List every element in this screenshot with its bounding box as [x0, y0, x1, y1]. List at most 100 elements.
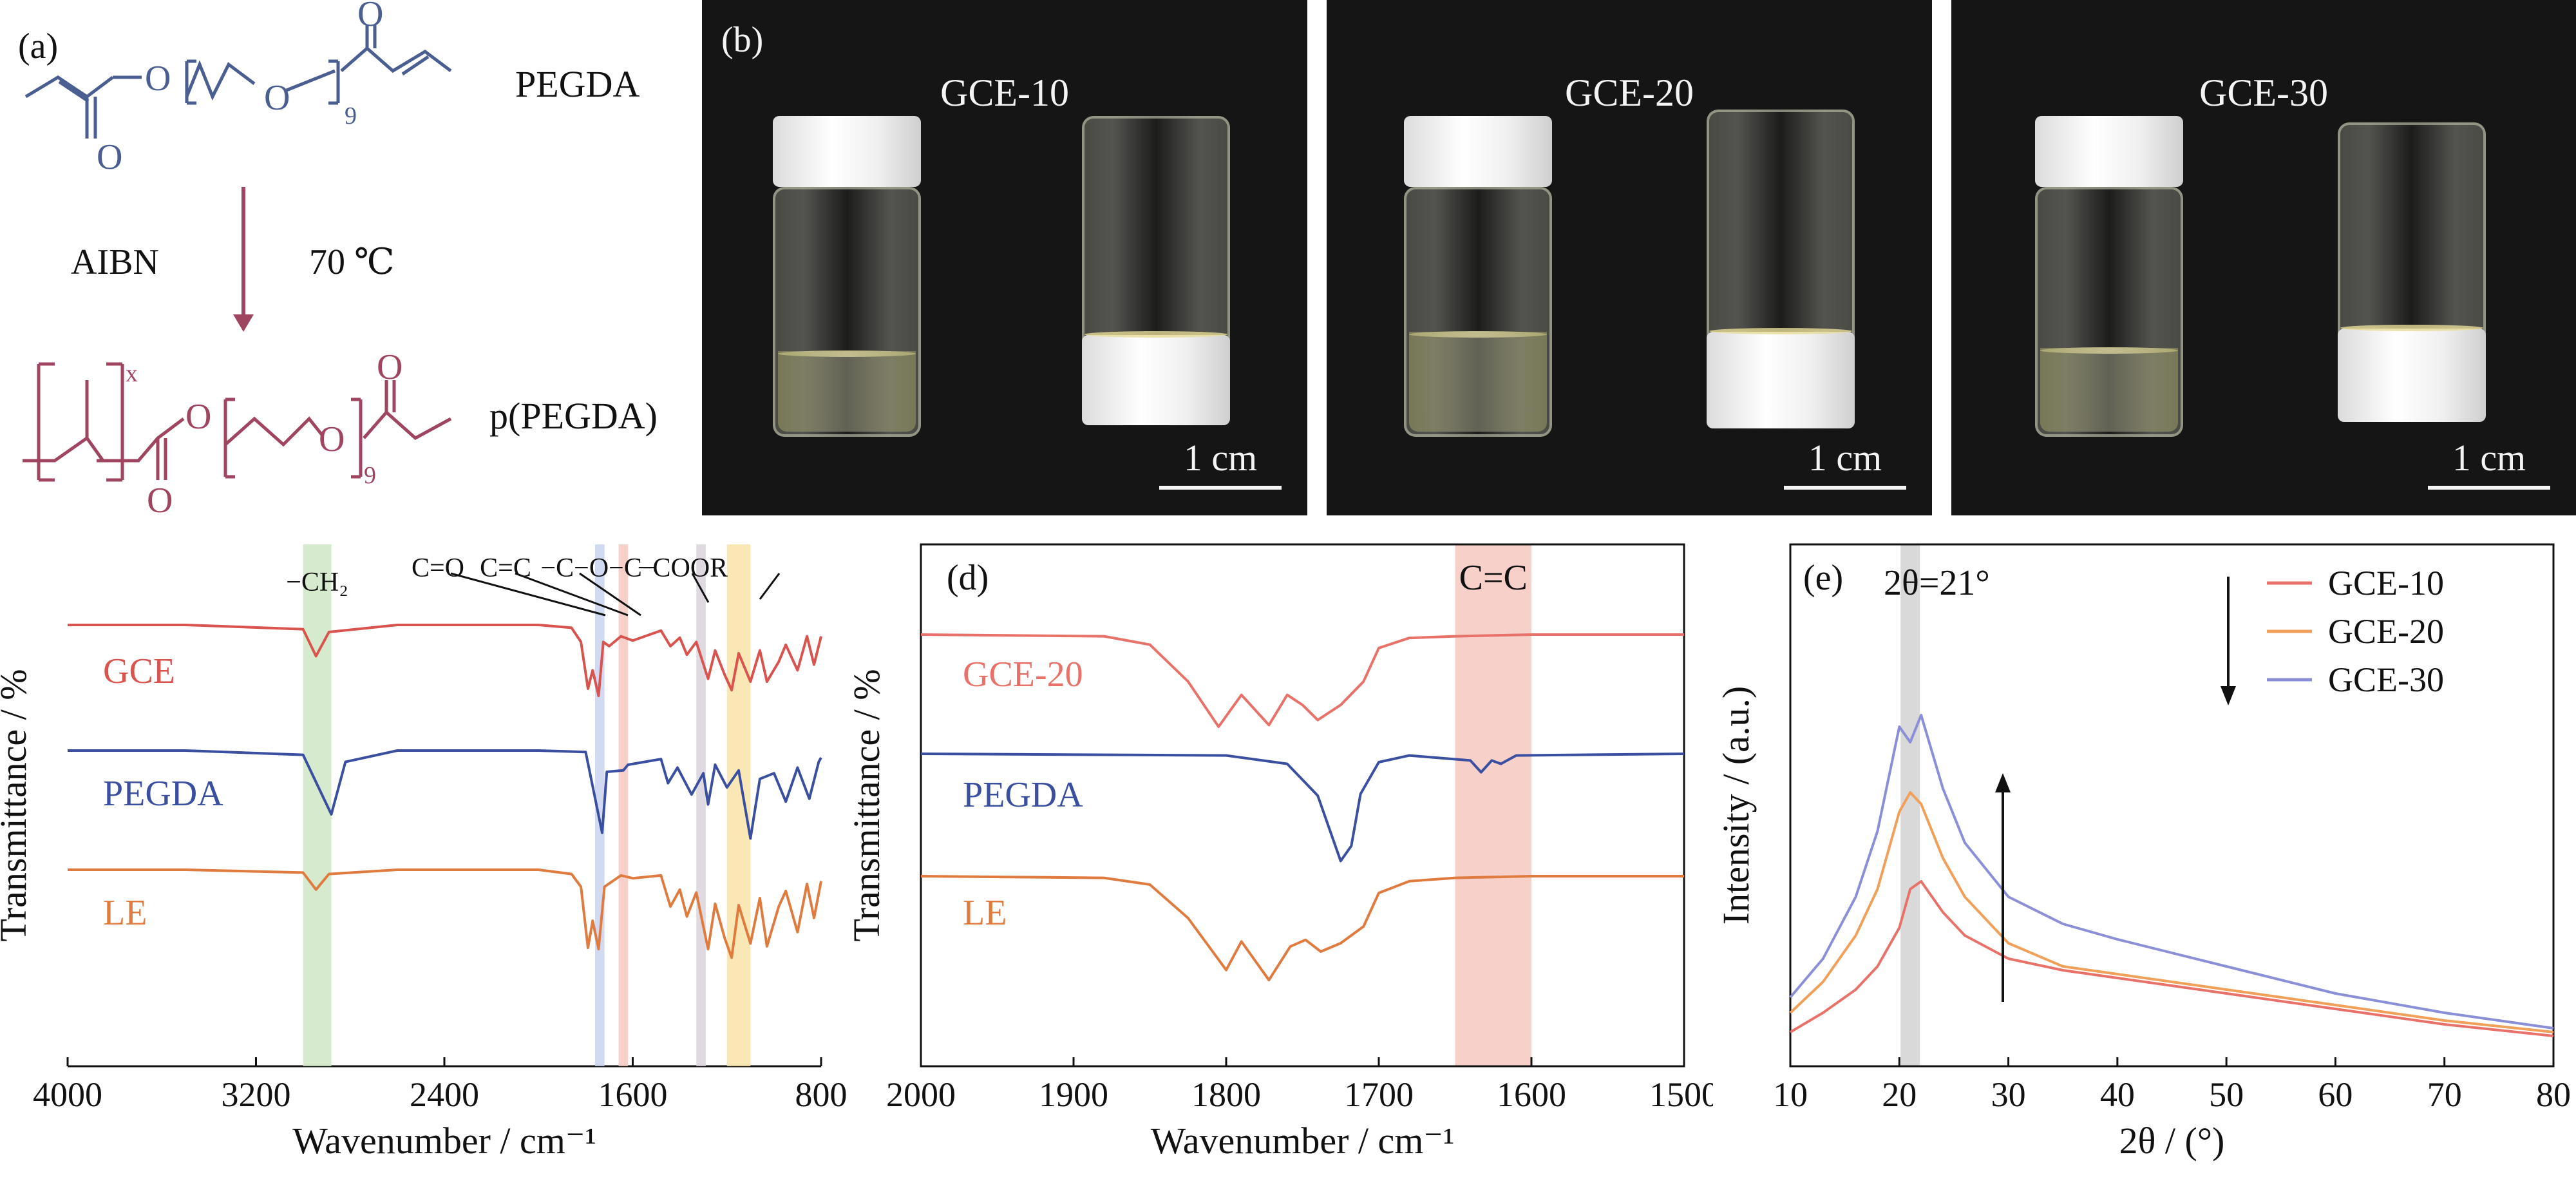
scale-bar: 1 cm: [2428, 436, 2550, 490]
scale-label: 1 cm: [1808, 437, 1882, 479]
band-label: C=O: [412, 553, 464, 583]
y-axis-title: Transmittance / %: [0, 669, 34, 941]
xrd-chart: 10 20 30 40 50 60 70 80 2θ / (°) Intensity / (a.u…: [1715, 543, 2571, 1162]
legend-label: GCE-10: [2328, 564, 2444, 602]
photo-title: GCE-10: [940, 72, 1069, 114]
x-tick-label: 80: [2536, 1075, 2571, 1114]
series-label: GCE: [103, 651, 175, 691]
diffraction-line: [1789, 880, 2554, 1037]
x-axis-title: Wavenumber / cm⁻¹: [1151, 1120, 1455, 1162]
photo-title: GCE-20: [1565, 72, 1694, 114]
plot-frame: [1789, 543, 2555, 1068]
band-label: C=C: [1459, 558, 1528, 598]
peak-annotation: 2θ=21°: [1884, 563, 1990, 603]
diffraction-line: [1789, 714, 2554, 1030]
polymer-carbonyl-oxygen-label-2: O: [377, 347, 402, 387]
polymer-name: p(PEGDA): [489, 395, 658, 437]
polymer-ester-oxygen-label: O: [185, 397, 211, 437]
ester-oxygen-label: O: [145, 59, 171, 99]
repeat-count: 9: [345, 102, 357, 129]
ftir-full-range-chart: 4000 3200 2400 1600 800 Wavenumber / cm⁻¹ Tran…: [0, 544, 848, 1162]
pegda-monomer-labels: O O O O 9: [97, 0, 383, 177]
x-tick-label: 30: [1991, 1075, 2026, 1114]
spectrum-line: [920, 752, 1685, 863]
upright-vial: [2035, 116, 2183, 438]
spectrum-line: [68, 868, 822, 959]
reaction-scheme-drawing: O O O O 9 PEGDA AIBN 70 ℃: [23, 0, 658, 515]
band-label: −CH₂: [286, 568, 348, 597]
x-tick-label: 1700: [1344, 1075, 1414, 1114]
highlight-band: [618, 544, 629, 1066]
trend-arrow-up-head: [1995, 773, 2011, 792]
series-label: PEGDA: [103, 774, 223, 814]
series-label: LE: [963, 893, 1007, 933]
polymer-repeat-x: x: [126, 360, 138, 387]
x-tick-label: 2000: [886, 1075, 956, 1114]
x-tick-label: 1600: [1497, 1075, 1566, 1114]
x-tick-label: 4000: [33, 1075, 102, 1114]
x-axis-title: Wavenumber / cm⁻¹: [292, 1120, 596, 1162]
polymer-carbonyl-oxygen-label: O: [147, 481, 173, 515]
photo-gce-10: (b) GCE-10 1 cm: [702, 0, 1307, 515]
pegda-monomer-structure: [24, 24, 452, 139]
x-tick-label: 800: [795, 1075, 848, 1114]
trend-arrow-down-head: [2221, 686, 2236, 705]
temperature-label: 70 ℃: [309, 242, 395, 282]
highlight-band: [726, 544, 751, 1066]
reaction-scheme-panel: (a) O O O O 9 PEGDA: [0, 0, 702, 515]
x-tick-label: 1500: [1649, 1075, 1713, 1114]
carbonyl-oxygen-label-2: O: [357, 0, 383, 34]
legend-label: GCE-20: [2328, 612, 2444, 651]
photo-gce-30: GCE-30 1 cm: [1951, 0, 2576, 515]
x-tick-label: 3200: [222, 1075, 291, 1114]
spectrum-line: [920, 875, 1684, 982]
y-axis-title: Transmittance / %: [850, 669, 887, 941]
ppegda-polymer-structure: [23, 362, 452, 482]
monomer-name: PEGDA: [515, 63, 639, 105]
upright-vial: [1404, 116, 1552, 438]
x-tick-label: 20: [1882, 1075, 1917, 1114]
x-axis-title: 2θ / (°): [2119, 1120, 2225, 1162]
series-label: PEGDA: [963, 775, 1083, 815]
initiator-label: AIBN: [71, 242, 159, 282]
inverted-vial: [1082, 116, 1230, 438]
band-label: −C−O−C−: [540, 553, 657, 583]
reaction-arrow: [233, 187, 254, 332]
panel-b-label: (b): [721, 20, 764, 60]
spectrum-line: [68, 624, 822, 697]
carbonyl-oxygen-label: O: [97, 137, 122, 177]
ppegda-polymer-labels: x O O O O 9: [126, 347, 402, 515]
photo-title: GCE-30: [2199, 72, 2328, 114]
panel-label: (d): [947, 558, 989, 598]
x-tick-label: 60: [2318, 1075, 2353, 1114]
scale-label: 1 cm: [2452, 437, 2526, 479]
ether-oxygen-label: O: [264, 78, 290, 118]
scale-label: 1 cm: [1183, 437, 1258, 479]
x-tick-label: 70: [2427, 1075, 2462, 1114]
x-tick-label: 10: [1773, 1075, 1808, 1114]
band-leader-line: [691, 573, 710, 603]
scale-bar: 1 cm: [1784, 436, 1906, 490]
upright-vial: [773, 116, 921, 438]
scale-bar: 1 cm: [1159, 436, 1282, 490]
highlight-band: [595, 544, 605, 1066]
diffraction-line: [1789, 791, 2554, 1033]
polymer-ether-oxygen-label: O: [319, 419, 345, 459]
band-leader-line: [759, 573, 781, 600]
x-tick-label: 1900: [1039, 1075, 1108, 1114]
plot-frame: [920, 543, 1685, 1068]
x-tick-label: 1600: [598, 1075, 668, 1114]
polymer-repeat-count: 9: [364, 462, 376, 489]
inverted-vial: [1707, 110, 1855, 432]
inverted-vial: [2338, 122, 2486, 445]
ftir-carbonyl-region-chart: 2000 1900 1800 1700 1600 1500 Wavenumber / cm⁻…: [850, 543, 1713, 1162]
panel-label: (e): [1803, 558, 1843, 598]
band-leader-line: [579, 572, 641, 617]
x-tick-label: 50: [2209, 1075, 2244, 1114]
x-tick-label: 40: [2100, 1075, 2135, 1114]
y-axis-title: Intensity / (a.u.): [1715, 686, 1757, 925]
band-leader-line: [450, 572, 606, 617]
series-label: GCE-20: [963, 655, 1083, 695]
legend-label: GCE-30: [2328, 660, 2444, 699]
band-label: −COOR: [638, 553, 728, 583]
